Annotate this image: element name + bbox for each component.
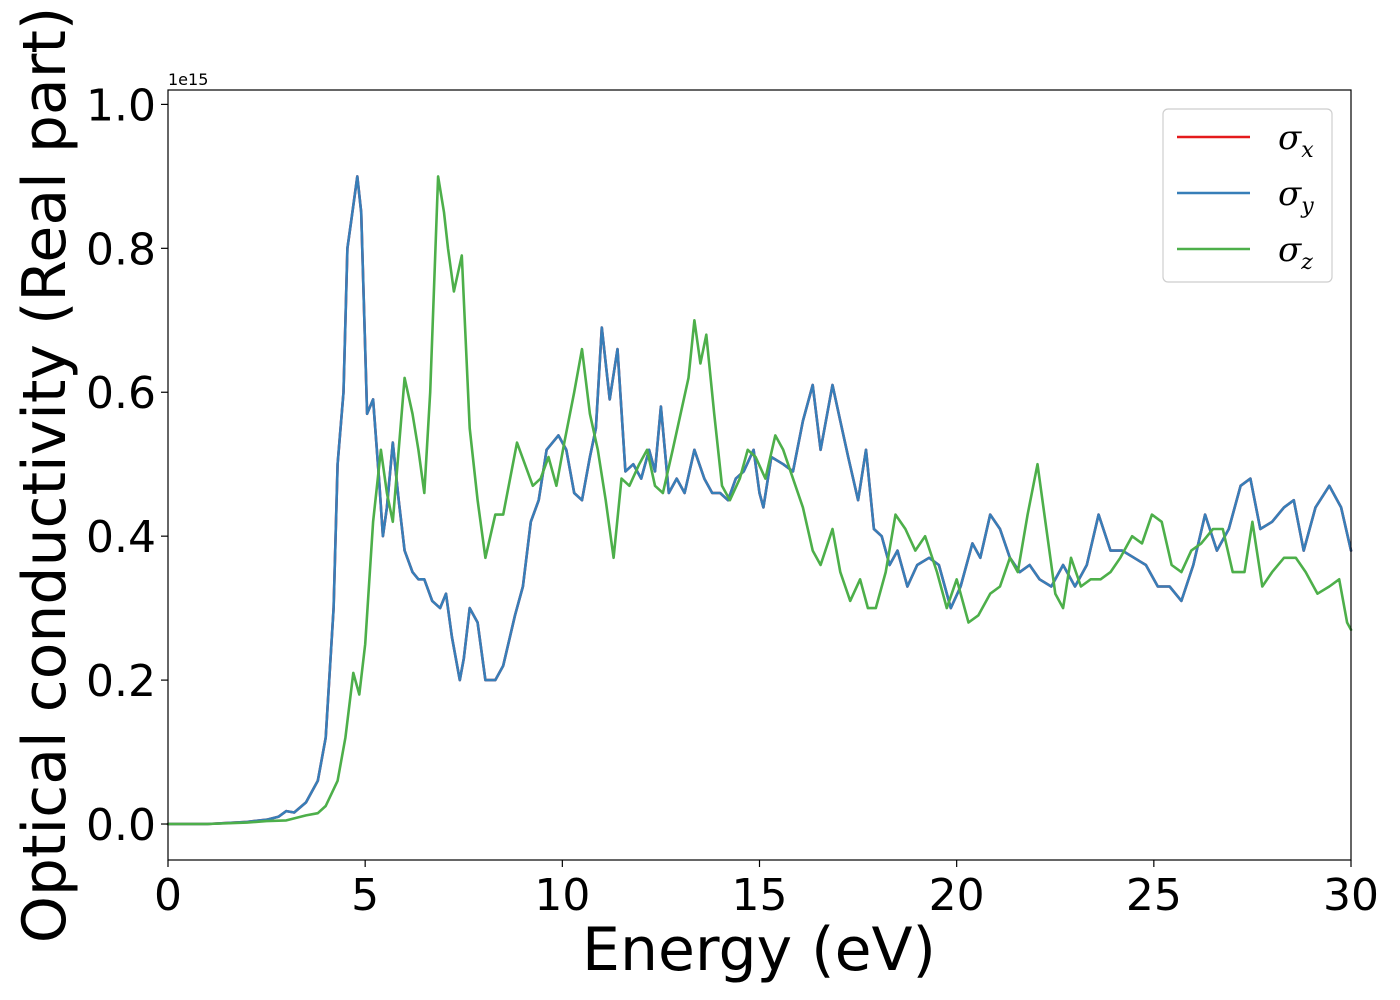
x-tick-label: 25 (1126, 870, 1182, 921)
legend-label-y: σy (1278, 174, 1314, 219)
y-tick-label: 0.6 (86, 368, 156, 419)
legend-label-x: σx (1278, 118, 1314, 163)
legend-box (1162, 108, 1333, 283)
legend: σx σy σz (1162, 108, 1333, 283)
legend-label-z: σz (1278, 230, 1313, 275)
y-tick-label: 0.0 (86, 800, 156, 851)
x-tick-label: 5 (351, 870, 379, 921)
x-axis-title: Energy (eV) (582, 915, 936, 985)
y-tick-label: 0.8 (86, 224, 156, 275)
series-layer (166, 175, 1353, 826)
y-axis: 0.0 0.2 0.4 0.6 0.8 1.0 (86, 80, 168, 851)
x-tick-label: 10 (534, 870, 590, 921)
y-tick-label: 1.0 (86, 80, 156, 131)
y-offset-label: 1e15 (168, 70, 208, 89)
y-tick-label: 0.2 (86, 656, 156, 707)
x-tick-label: 30 (1323, 870, 1379, 921)
y-tick-label: 0.4 (86, 512, 156, 563)
series-line-z (166, 175, 1353, 826)
x-tick-label: 0 (154, 870, 182, 921)
x-tick-label: 20 (929, 870, 985, 921)
y-axis-title: Optical conductivity (Real part) (10, 7, 80, 944)
x-axis: 0 5 10 15 20 25 30 (154, 860, 1379, 921)
x-tick-label: 15 (732, 870, 788, 921)
